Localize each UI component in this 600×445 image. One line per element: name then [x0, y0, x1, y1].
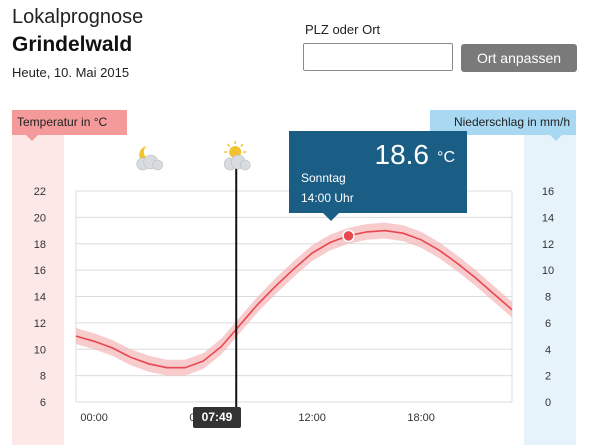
y-left-tick-label: 22 [34, 186, 46, 198]
temperature-axis-band [12, 135, 64, 445]
page-title-light: Lokalprognose [12, 6, 144, 28]
temperature-uncertainty-band [76, 222, 512, 376]
y-left-tick-label: 6 [40, 397, 46, 409]
y-right-tick-label: 8 [545, 292, 551, 304]
y-right-tick-label: 12 [542, 239, 554, 251]
y-right-tick-label: 2 [545, 371, 551, 383]
precipitation-axis-tag: Niederschlag in mm/h [430, 110, 576, 141]
tooltip-unit: °C [437, 149, 455, 166]
sun-cloud-icon [223, 141, 251, 171]
y-left-tick-label: 18 [34, 239, 46, 251]
y-right-tick-label: 0 [545, 397, 551, 409]
y-right-tick-label: 4 [545, 344, 551, 356]
temperature-tooltip: 18.6 °C Sonntag 14:00 Uhr [289, 131, 467, 221]
y-left-tick-label: 12 [34, 318, 46, 330]
temperature-line [75, 229, 513, 369]
adjust-location-button[interactable]: Ort anpassen [461, 44, 577, 72]
highlight-point [342, 229, 355, 243]
y-right-tick-label: 10 [542, 265, 554, 277]
location-search-input[interactable] [303, 43, 453, 71]
y-right-tick-label: 14 [542, 212, 554, 224]
current-time-badge[interactable]: 07:49 [193, 407, 241, 428]
precipitation-axis-band [524, 135, 576, 445]
y-left-tick-label: 20 [34, 212, 46, 224]
search-label: PLZ oder Ort [305, 22, 381, 37]
date-label: Heute, 10. Mai 2015 [12, 65, 130, 80]
x-tick-label: 12:00 [298, 412, 326, 424]
y-left-tick-label: 10 [34, 344, 46, 356]
y-right-tick-label: 16 [542, 186, 554, 198]
y-left-tick-label: 16 [34, 265, 46, 277]
x-tick-label: 18:00 [407, 412, 435, 424]
tooltip-value: 18.6 [374, 139, 430, 170]
moon-cloud-icon [136, 146, 163, 171]
y-left-tick-label: 14 [34, 292, 46, 304]
location-title: Grindelwald [12, 33, 133, 56]
y-right-tick-label: 6 [545, 318, 551, 330]
x-tick-label: 00:00 [80, 412, 108, 424]
tooltip-time: 14:00 Uhr [301, 191, 354, 205]
y-left-tick-label: 8 [40, 371, 46, 383]
temperature-axis-tag: Temperatur in °C [12, 110, 127, 141]
tooltip-day: Sonntag [301, 171, 346, 185]
